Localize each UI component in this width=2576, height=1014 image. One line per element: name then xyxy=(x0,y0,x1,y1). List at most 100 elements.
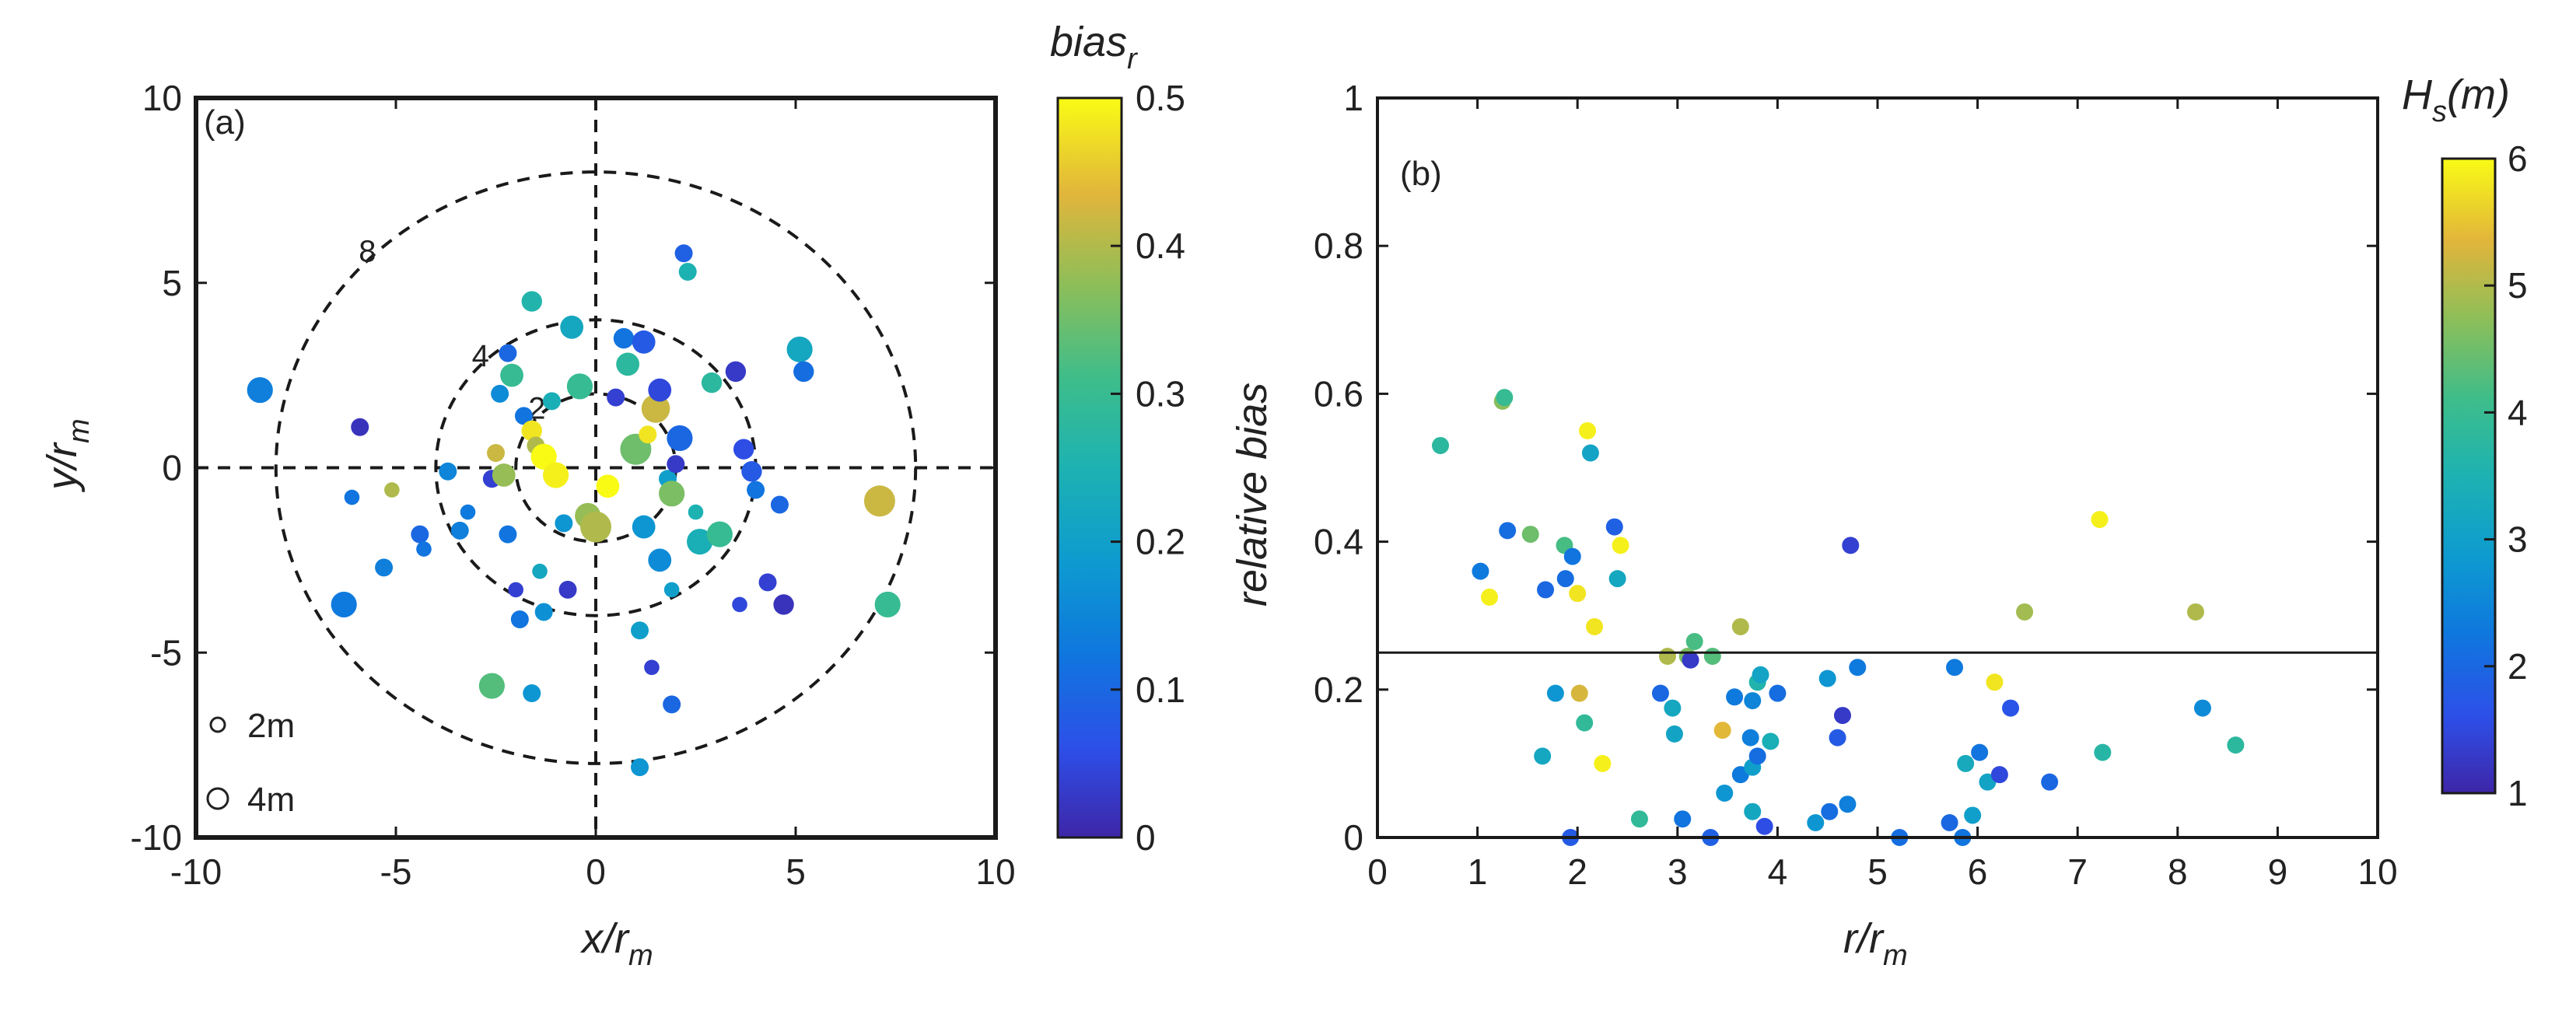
panel-b-point xyxy=(1432,436,1450,454)
panel-b-point xyxy=(1579,421,1597,439)
panel-b-point xyxy=(1726,688,1744,706)
panel-b-point xyxy=(1630,810,1648,828)
panel-b-x-tick-label: 4 xyxy=(1768,851,1788,892)
panel-b-point xyxy=(1741,729,1759,747)
panel-b-colorbar-ticks: 1 2 3 4 5 6 xyxy=(2484,138,2528,813)
panel-a-x-tick-label: 5 xyxy=(786,851,806,892)
panel-b-y-tick-label: 0.8 xyxy=(1314,226,1363,266)
panel-a-colorbar xyxy=(1056,96,1123,839)
panel-b-y-tick-label: 1 xyxy=(1343,78,1363,118)
panel-a-colorbar-tick-label: 0.4 xyxy=(1136,226,1185,266)
panel-b-point xyxy=(1839,795,1857,813)
panel-b-point xyxy=(2016,603,2034,621)
panel-b-point xyxy=(1752,666,1769,684)
panel-a-point xyxy=(786,336,813,362)
panel-a-point xyxy=(543,462,569,488)
panel-b-x-tick-label: 0 xyxy=(1367,851,1388,892)
panel-b-x-tick-label: 1 xyxy=(1468,851,1488,892)
panel-a-point xyxy=(508,582,523,598)
panel-b-colorbar-tick-label: 6 xyxy=(2508,138,2528,179)
panel-a-point xyxy=(701,372,723,393)
panel-a-point xyxy=(534,603,553,621)
panel-b-point xyxy=(1651,684,1669,702)
panel-b-point xyxy=(1499,522,1517,540)
panel-b-point xyxy=(1546,684,1564,702)
panel-a-x-axis-label: x/rm xyxy=(579,915,653,972)
panel-a-point xyxy=(687,529,713,555)
panel-a-point xyxy=(616,352,640,376)
panel-a-y-tick-label: 0 xyxy=(162,448,182,488)
panel-b-point xyxy=(1762,733,1780,750)
panel-a-point xyxy=(500,363,523,387)
panel-b-point xyxy=(1481,588,1499,606)
ring-label-r8: 8 xyxy=(359,235,376,269)
panel-b-point xyxy=(1586,617,1604,635)
panel-b-x-tick-label: 3 xyxy=(1668,851,1688,892)
panel-b-y-tick-label: 0.2 xyxy=(1314,670,1363,710)
panel-a-colorbar-tick-label: 0.5 xyxy=(1136,78,1185,118)
panel-b-point xyxy=(2227,736,2245,754)
panel-a-point xyxy=(613,327,635,349)
panel-a-point xyxy=(247,377,273,404)
panel-b-point xyxy=(1748,747,1766,765)
panel-a-point xyxy=(758,573,777,592)
panel-b-colorbar-title: Hs(m) xyxy=(2402,72,2510,128)
panel-b-point xyxy=(2041,773,2059,791)
panel-a-point xyxy=(648,548,672,572)
panel-a-point xyxy=(523,684,541,703)
panel-b-point xyxy=(1594,754,1612,772)
panel-b-point xyxy=(2002,699,2020,717)
panel-a-point xyxy=(499,344,517,362)
panel-b-point xyxy=(2091,511,2109,529)
panel-b-point xyxy=(1964,806,1982,824)
panel-a-point xyxy=(632,330,656,354)
size-legend-label-2m: 2m xyxy=(247,707,295,745)
panel-a-colorbar-tick-label: 0 xyxy=(1136,817,1156,858)
panel-a-point xyxy=(733,439,754,460)
panel-a-y-tick-label: 10 xyxy=(142,78,182,118)
size-legend-marker-2m xyxy=(209,716,226,733)
panel-a-point xyxy=(514,407,533,425)
panel-a-point xyxy=(770,495,789,514)
panel-b-point xyxy=(1569,585,1587,603)
panel-b-y-axis-label: relative bias xyxy=(1229,383,1276,607)
size-legend-marker-4m xyxy=(206,787,229,810)
panel-a-point xyxy=(874,591,901,618)
panel-b: 0 1 2 3 4 5 6 7 8 9 10 0 0.2 0.4 0.6 0.8 1 (b) r/rm rela… xyxy=(1229,72,2528,972)
panel-b-y-tick-label: 0.4 xyxy=(1314,522,1363,562)
panel-b-colorbar-tick-label: 1 xyxy=(2508,773,2528,813)
panel-a-point xyxy=(688,504,704,520)
panel-a-point xyxy=(747,481,765,499)
panel-b-point xyxy=(2193,699,2211,717)
panel-b-point xyxy=(1731,617,1749,635)
panel-b-point xyxy=(1665,725,1683,743)
panel-b-point xyxy=(1608,570,1626,588)
panel-a-y-axis-label: y/rm xyxy=(39,418,96,493)
panel-a-colorbar-title: biasr xyxy=(1050,19,1138,75)
panel-b-colorbar-tick-label: 5 xyxy=(2508,265,2528,306)
panel-b-point xyxy=(1946,659,1964,677)
panel-a-colorbar-tick-label: 0.1 xyxy=(1136,670,1185,710)
panel-b-point xyxy=(1570,684,1588,702)
panel-a-x-tick-label: 10 xyxy=(975,851,1015,892)
panel-b-point xyxy=(1703,648,1721,666)
size-legend-label-4m: 4m xyxy=(247,781,295,819)
panel-b-colorbar-tick-label: 2 xyxy=(2508,646,2528,687)
panel-b-point xyxy=(1576,714,1594,732)
panel-a-point xyxy=(607,388,625,407)
panel-a-y-tick-label: -10 xyxy=(131,817,182,858)
panel-b-point xyxy=(1849,659,1867,677)
panel-a-point xyxy=(521,420,542,442)
panel-b-x-tick-label: 9 xyxy=(2268,851,2288,892)
panel-b-y-tick-label: 0 xyxy=(1343,817,1363,858)
panel-a-point xyxy=(558,580,577,599)
panel-a-point xyxy=(674,244,693,263)
panel-a-point xyxy=(478,673,505,699)
panel-b-point xyxy=(1833,707,1851,725)
panel-b-colorbar-tick-label: 4 xyxy=(2508,392,2528,432)
ring-r8 xyxy=(274,170,918,765)
panel-a-point xyxy=(706,521,733,547)
panel-b-point xyxy=(1563,547,1581,565)
panel-b-point xyxy=(1821,802,1839,820)
panel-b-point xyxy=(1472,562,1489,580)
